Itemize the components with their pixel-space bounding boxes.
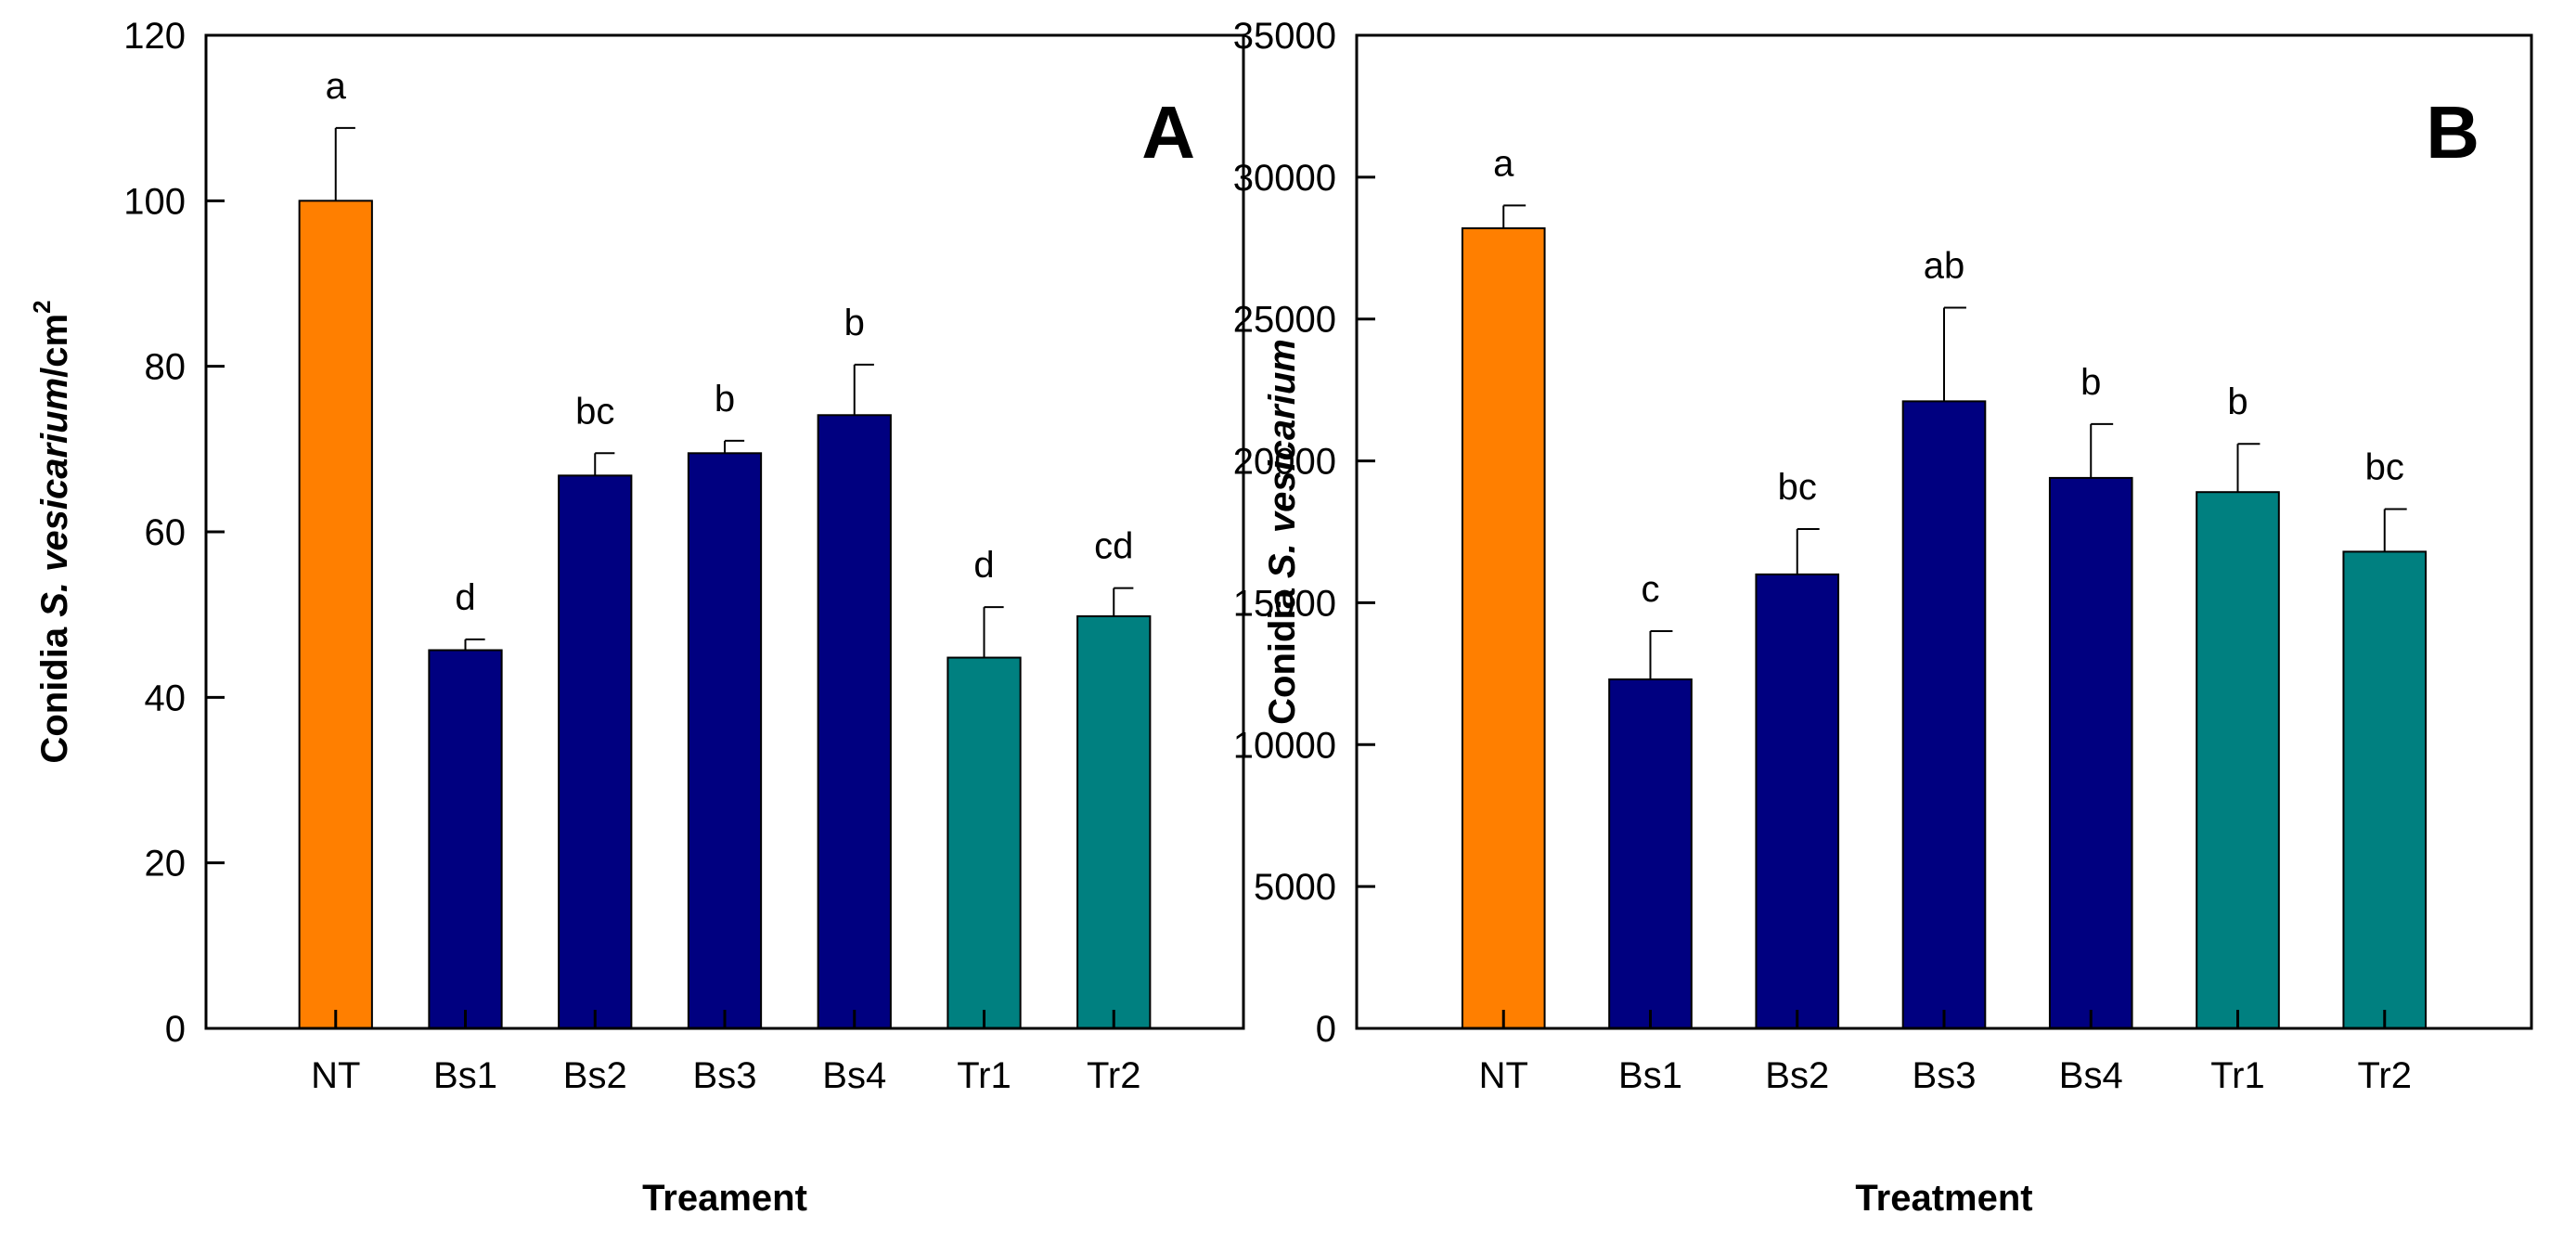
panel-b-y-tick-label: 30000	[1233, 158, 1336, 199]
panel-a-error-bars	[334, 126, 1134, 658]
panel-a-error-bar-Tr1	[983, 606, 1004, 658]
panel-a-letter-Tr2: cd	[1094, 526, 1133, 567]
panel-a-bar-Bs3	[687, 452, 763, 1029]
panel-a-y-tick-label: 40	[145, 678, 187, 718]
panel-a-x-tick-label: Bs3	[693, 1055, 757, 1096]
panel-a-y-tick-label: 20	[145, 844, 187, 885]
panel-a-x-tick-label: Bs1	[433, 1055, 497, 1096]
panel-a-bar-NT	[298, 200, 373, 1030]
panel-a-y-tick-label: 80	[145, 347, 187, 388]
panel-a-letter-NT: a	[326, 66, 347, 107]
panel-b-letter-Bs4: b	[2080, 362, 2101, 403]
panel-b-bar-Bs2	[1755, 573, 1840, 1029]
panel-a-significance-letters: a d bc b b d cd	[326, 66, 1134, 618]
panel-b-y-tick-label: 35000	[1233, 16, 1336, 57]
panel-b-letter-Tr1: b	[2227, 381, 2248, 422]
panel-a-error-bar-Bs4	[853, 363, 874, 416]
panel-a-y-tick-label: 0	[165, 1009, 186, 1050]
panel-b-y-tick-label: 0	[1316, 1009, 1336, 1050]
panel-a-letter-Bs3: b	[715, 379, 735, 420]
panel-b-error-bar-Bs1	[1649, 630, 1673, 679]
panel-b-bar-Bs4	[2048, 476, 2133, 1029]
panel-b-bar-Bs3	[1901, 400, 1987, 1030]
panel-b-error-bar-Bs3	[1943, 306, 1966, 402]
panel-a-error-bar-Bs2	[594, 452, 615, 476]
panel-b-bars	[1461, 226, 2428, 1030]
panel-a-x-tick-label: Tr1	[957, 1055, 1011, 1096]
panel-a-y-tick-label: 120	[123, 16, 186, 57]
panel-b-label: B	[2426, 91, 2479, 174]
panel-b-bar-Bs1	[1608, 678, 1693, 1029]
panel-a-label: A	[1141, 91, 1195, 174]
panel-a-bar-Bs1	[428, 649, 503, 1030]
panel-a-error-bar-Bs3	[724, 439, 745, 454]
panel-a-error-bar-Bs1	[464, 638, 485, 651]
panel-b-significance-letters: a c bc ab b b bc	[1493, 143, 2404, 610]
panel-b-letter-Bs1: c	[1642, 569, 1660, 610]
panel-b-y-tick-label: 25000	[1233, 300, 1336, 341]
panel-a-y-axis: 0 20 40 60 80 100 120	[123, 16, 225, 1050]
panel-b-bar-Tr2	[2342, 550, 2428, 1029]
panel-a-x-tick-label: NT	[311, 1055, 360, 1096]
panel-a-letter-Bs4: b	[844, 303, 865, 343]
panel-a-bar-Bs4	[817, 414, 892, 1029]
panel-a-error-bar-Tr2	[1113, 587, 1134, 616]
panel-b-y-tick-label: 20000	[1233, 442, 1336, 483]
panel-b-error-bar-Bs2	[1796, 527, 1820, 575]
panel-a-letter-Bs2: bc	[575, 391, 614, 432]
panel-a-x-tick-label: Bs2	[563, 1055, 627, 1096]
panel-b-x-tick-label: Bs3	[1913, 1055, 1977, 1096]
panel-b-y-axis-title: Conidia S. vesicarium	[1262, 339, 1303, 725]
panel-b-letter-NT: a	[1493, 143, 1514, 184]
panel-a-y-tick-label: 100	[123, 181, 186, 222]
panel-a-ylabel-suffix: /cm	[34, 314, 75, 378]
panel-a-x-axis: NT Bs1 Bs2 Bs3 Bs4 Tr1 Tr2	[311, 1010, 1141, 1096]
panel-b: 0 5000 10000 15000 20000 25000 30000 35000 NT Bs…	[1233, 16, 2533, 1219]
panel-b-y-tick-label: 10000	[1233, 725, 1336, 766]
panel-b-x-tick-label: Bs2	[1765, 1055, 1829, 1096]
panel-b-x-tick-label: Bs1	[1618, 1055, 1682, 1096]
panel-b-letter-Bs3: ab	[1924, 245, 1965, 286]
panel-b-x-tick-label: Tr2	[2357, 1055, 2412, 1096]
panel-b-x-axis: NT Bs1 Bs2 Bs3 Bs4 Tr1 Tr2	[1479, 1010, 2412, 1096]
panel-a-letter-Bs1: d	[455, 577, 475, 618]
panel-a-x-axis-title: Treament	[642, 1178, 807, 1219]
panel-b-y-tick-label: 15000	[1233, 583, 1336, 624]
panel-a-x-tick-label: Tr2	[1087, 1055, 1141, 1096]
panel-a-bar-Bs2	[558, 474, 633, 1029]
panel-a: 0 20 40 60 80 100 120 NT Bs1 Bs2 Bs3 Bs4 Tr1 Tr2 a d b…	[28, 16, 1245, 1219]
panel-a-x-tick-label: Bs4	[822, 1055, 886, 1096]
panel-a-ylabel-superscript: 2	[28, 300, 56, 313]
panel-b-y-tick-label: 5000	[1254, 867, 1336, 908]
panel-a-bars	[298, 200, 1152, 1030]
panel-b-error-bar-Tr1	[2236, 443, 2260, 493]
panel-b-bar-NT	[1461, 226, 1546, 1029]
panel-a-letter-Tr1: d	[973, 545, 994, 586]
panel-b-bar-Tr1	[2196, 491, 2280, 1029]
panel-a-error-bar-NT	[334, 126, 355, 201]
panel-a-y-axis-title: Conidia S. vesicarium/cm2	[28, 300, 75, 763]
panel-a-ylabel-prefix: Conidia	[34, 617, 75, 764]
panel-b-x-tick-label: Tr1	[2210, 1055, 2265, 1096]
panel-a-bar-Tr2	[1076, 614, 1152, 1029]
panel-b-letter-Bs2: bc	[1778, 467, 1817, 508]
panel-a-y-tick-label: 60	[145, 512, 187, 553]
panel-b-x-tick-label: NT	[1479, 1055, 1528, 1096]
panel-b-error-bar-NT	[1502, 204, 1526, 228]
panel-b-error-bar-Bs4	[2090, 422, 2114, 478]
panel-b-ylabel-italic: S. vesicarium	[1262, 339, 1303, 578]
panel-b-error-bars	[1502, 204, 2407, 679]
panel-b-x-tick-label: Bs4	[2059, 1055, 2123, 1096]
panel-b-letter-Tr2: bc	[2365, 447, 2404, 488]
panel-a-ylabel-italic: S. vesicarium	[34, 378, 75, 617]
panel-b-x-axis-title: Treatment	[1855, 1178, 2032, 1219]
panel-b-ylabel-prefix: Conidia	[1262, 578, 1303, 725]
panel-b-y-axis: 0 5000 10000 15000 20000 25000 30000 35000	[1233, 16, 1375, 1050]
panel-b-error-bar-Tr2	[2383, 508, 2407, 552]
panel-a-bar-Tr1	[947, 656, 1022, 1029]
